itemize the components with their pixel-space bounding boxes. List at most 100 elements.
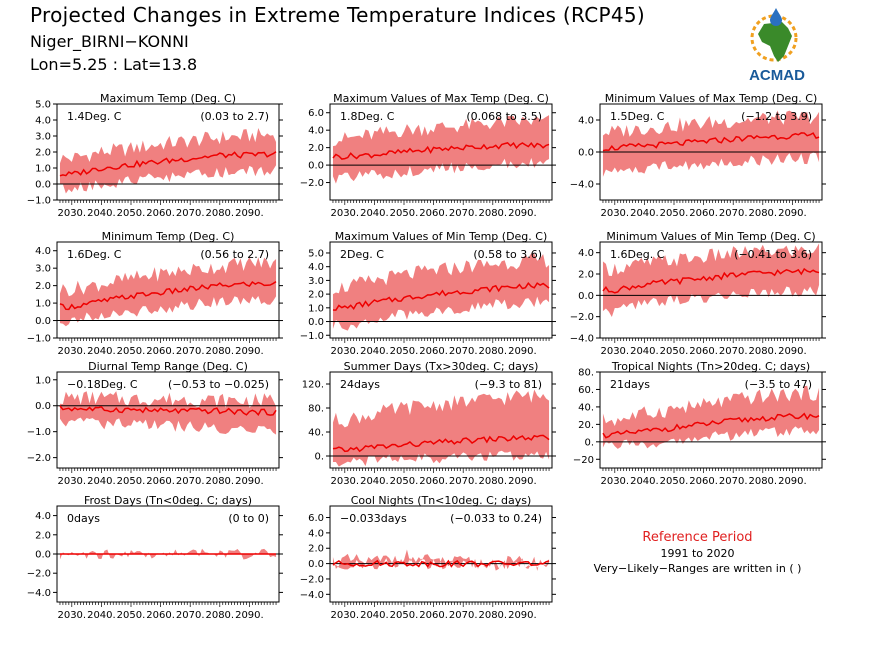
change-value: 1.6Deg. C (67, 248, 122, 261)
range-band (602, 243, 820, 318)
chart-panel: −4.0 0.0 4.0 2030. 2040. 2050. 2060. 2070. 2080.… (570, 92, 826, 219)
plot-frame (599, 371, 823, 469)
y-tick-label: 0. (584, 437, 594, 448)
y-tick-label: −1.0 (27, 334, 51, 345)
x-tick-label: 2060. (419, 346, 448, 357)
y-tick-label: 5.0 (308, 248, 324, 259)
panel-title: Summer Days (Tx>30deg. C; days) (344, 360, 539, 373)
reference-period-years: 1991 to 2020 (660, 547, 735, 560)
x-tick-label: 2060. (419, 208, 448, 219)
chart-panel: −1.0 0.0 1.0 2.0 3.0 4.0 5.0 2030. 2040. 2050. 206… (27, 92, 283, 219)
x-tick-label: 2040. (87, 476, 116, 487)
panel-title: Maximum Values of Min Temp (Deg. C) (335, 230, 548, 243)
y-tick-label: 4.0 (35, 246, 51, 257)
x-tick-label: 2080. (205, 476, 234, 487)
y-tick-label: −2.0 (27, 453, 51, 464)
likely-range: (0.068 to 3.5) (466, 110, 542, 123)
x-tick-label: 2030. (330, 476, 359, 487)
chart-panel: −1.0 0.0 1.0 2.0 3.0 4.0 5.0 2030. 2040. 2050. 206… (300, 230, 556, 357)
y-tick-label: 60. (578, 385, 594, 396)
x-tick-label: 2090. (235, 208, 264, 219)
x-tick-label: 2040. (360, 610, 389, 621)
x-tick-label: 2070. (449, 476, 478, 487)
water-drop-icon (770, 8, 782, 26)
likely-range: (0.56 to 2.7) (200, 248, 269, 261)
median-series-line (332, 434, 550, 453)
panel-title: Minimum Values of Max Temp (Deg. C) (605, 92, 818, 105)
x-tick-label: 2080. (478, 346, 507, 357)
sun-rays-icon (750, 14, 798, 62)
x-tick-label: 2040. (360, 208, 389, 219)
x-tick-label: 2030. (330, 346, 359, 357)
median-series-line (332, 281, 550, 311)
y-tick-label: 2.0 (35, 148, 51, 159)
y-tick-label: 80. (578, 368, 594, 379)
plot-frame (329, 241, 553, 339)
plot-frame (599, 241, 823, 339)
x-tick-label: 2080. (478, 208, 507, 219)
x-tick-label: 2080. (205, 208, 234, 219)
x-tick-label: 2070. (176, 208, 205, 219)
panel-title: Minimum Values of Min Temp (Deg. C) (606, 230, 815, 243)
panel-title: Maximum Temp (Deg. C) (100, 92, 236, 105)
y-tick-label: 6.0 (308, 513, 324, 524)
x-tick-label: 2050. (390, 476, 419, 487)
y-tick-label: 80. (308, 404, 324, 415)
y-tick-label: 1.0 (35, 375, 51, 386)
y-tick-label: 4.0 (35, 511, 51, 522)
y-tick-label: 40. (308, 428, 324, 439)
x-tick-label: 2080. (205, 346, 234, 357)
y-tick-label: 0.0 (35, 180, 51, 191)
x-tick-label: 2090. (508, 346, 537, 357)
y-tick-label: 0.0 (578, 291, 594, 302)
x-tick-label: 2030. (57, 476, 86, 487)
y-tick-label: 1.0 (35, 299, 51, 310)
chart-panel: −4.0 −2.0 0.0 2.0 4.0 6.0 2030. 2040. 2050. 2060.… (300, 494, 556, 621)
y-tick-label: −2.0 (27, 569, 51, 580)
median-series-line (59, 405, 277, 417)
median-series-line (602, 132, 820, 152)
y-tick-label: 4.0 (308, 528, 324, 539)
x-tick-label: 2090. (778, 346, 807, 357)
y-tick-label: −20 (573, 455, 594, 466)
x-tick-label: 2070. (719, 346, 748, 357)
y-tick-label: 2.0 (578, 270, 594, 281)
x-tick-label: 2050. (117, 346, 146, 357)
median-series-line (602, 267, 820, 294)
y-tick-label: −2.0 (300, 178, 324, 189)
panel-title: Diurnal Temp Range (Deg. C) (88, 360, 248, 373)
x-tick-label: 2040. (87, 208, 116, 219)
likely-range: (−0.53 to −0.025) (168, 378, 269, 391)
y-tick-label: 6.0 (308, 108, 324, 119)
x-tick-label: 2070. (719, 476, 748, 487)
x-tick-label: 2090. (778, 208, 807, 219)
x-tick-label: 2030. (57, 610, 86, 621)
x-tick-label: 2070. (719, 208, 748, 219)
median-series-line (332, 141, 550, 160)
y-tick-label: 3.0 (35, 132, 51, 143)
range-band (602, 385, 820, 449)
y-tick-label: 0.0 (35, 401, 51, 412)
panel-title: Minimum Temp (Deg. C) (102, 230, 235, 243)
x-tick-label: 2080. (478, 610, 507, 621)
likely-range: (−1.2 to 3.9) (741, 110, 812, 123)
page-title: Projected Changes in Extreme Temperature… (30, 3, 646, 27)
y-tick-label: 5.0 (35, 100, 51, 111)
y-tick-label: 20. (578, 420, 594, 431)
y-tick-label: −1.0 (300, 331, 324, 342)
y-tick-label: 4.0 (35, 116, 51, 127)
reference-period-title: Reference Period (642, 530, 753, 545)
x-tick-label: 2030. (57, 346, 86, 357)
y-tick-label: 0.0 (35, 316, 51, 327)
x-tick-label: 2070. (449, 610, 478, 621)
reference-period-box: Reference Period 1991 to 2020 Very−Likel… (580, 530, 815, 575)
likely-range: (0 to 0) (228, 512, 269, 525)
chart-panel: −4.0 −2.0 0.0 2.0 4.0 2030. 2040. 2050. 2060. 207… (570, 230, 826, 357)
x-tick-label: 2030. (330, 208, 359, 219)
y-tick-label: 0.0 (578, 148, 594, 159)
change-value: 2Deg. C (340, 248, 384, 261)
x-tick-label: 2060. (146, 208, 175, 219)
